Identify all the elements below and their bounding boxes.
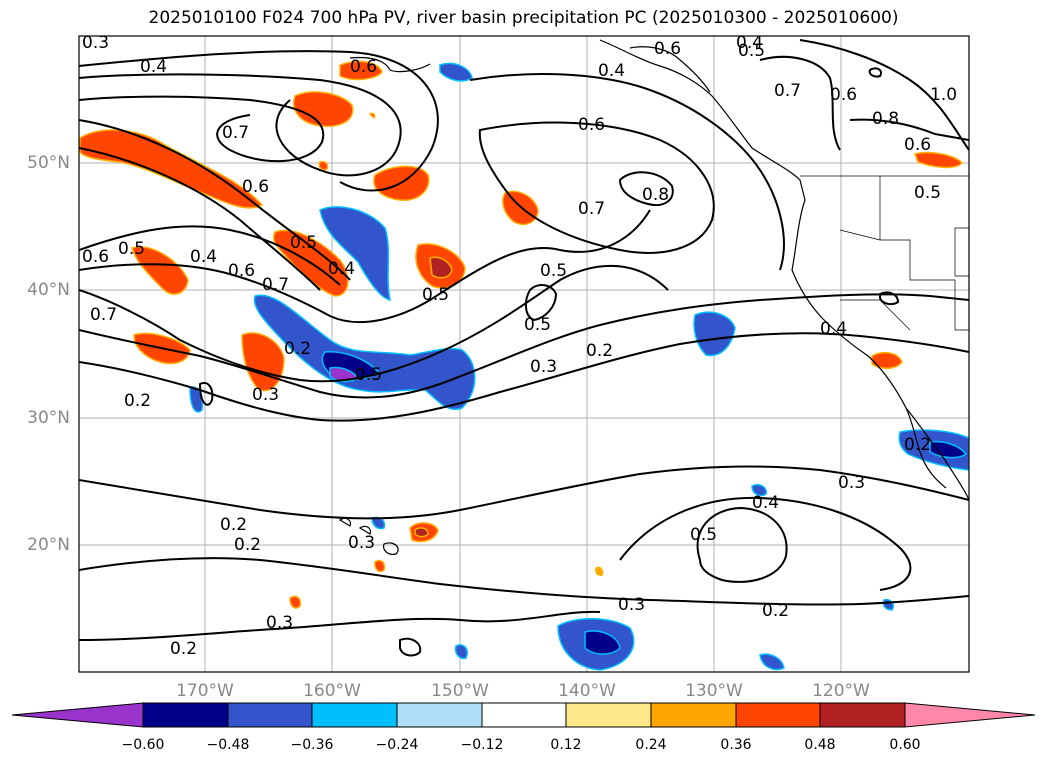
figure-title: 2025010100 F024 700 hPa PV, river basin … [148,8,899,28]
contour-label: 0.8 [642,185,669,205]
colorbar-tick: 0.24 [635,737,667,753]
lon-label-160w: 160°W [303,681,361,701]
colorbar-tick: 0.12 [550,737,582,753]
contour-label: 0.5 [690,525,717,545]
colorbar-tick: −0.24 [375,737,419,753]
contour-label: 0.6 [242,177,269,197]
contour-label: 0.6 [830,85,857,105]
contour-label: 0.2 [904,435,931,455]
colorbar-bin [819,702,906,728]
contour-label: 0.5 [118,239,145,259]
contour-label: 0.5 [422,285,449,305]
colorbar-tick: −0.12 [460,737,504,753]
contour-label: 0.3 [252,385,279,405]
contour-label: 0.3 [348,533,375,553]
lat-label-20n: 20°N [27,535,70,555]
contour-label: 0.3 [618,595,645,615]
contour-label: 0.5 [540,261,567,281]
lon-label-150w: 150°W [431,681,489,701]
contour-label: 0.6 [578,115,605,135]
contour-label: 0.4 [736,33,763,53]
pv-contours [79,39,969,657]
colorbar-bin [311,702,398,728]
map-frame [78,35,970,673]
contour-label: 0.7 [578,199,605,219]
positive-precip-shading [79,60,964,609]
contour-label: 0.4 [598,61,625,81]
contour-label: 0.6 [82,247,109,267]
colorbar-bin [565,702,652,728]
borders [800,175,969,331]
contour-label: 0.7 [774,81,801,101]
colorbar-tick: 0.60 [889,737,921,753]
colorbar-bin [396,702,483,728]
contour-label: 0.7 [262,275,289,295]
colorbar-tick: −0.36 [290,737,334,753]
colorbar [11,702,1036,728]
lat-label-40n: 40°N [27,280,70,300]
colorbar-tick: −0.60 [121,737,165,753]
contour-label: 0.5 [524,315,551,335]
contour-label: 0.7 [222,123,249,143]
colorbar-extension-min [11,702,144,728]
contour-label: 0.5 [290,233,317,253]
lon-label-170w: 170°W [176,681,234,701]
contour-label: 0.8 [872,109,899,129]
contour-label: 0.2 [234,535,261,555]
contour-label: 0.3 [838,473,865,493]
contour-label: 0.4 [820,319,847,339]
contour-label: 0.2 [220,515,247,535]
lon-label-120w: 120°W [812,681,870,701]
colorbar-bin [227,702,313,728]
contour-label: 0.2 [284,339,311,359]
contour-label: 0.6 [654,39,681,59]
contour-label: 0.5 [738,41,765,61]
contour-label: 0.2 [762,601,789,621]
lat-label-30n: 30°N [27,408,70,428]
contour-label: 0.3 [530,357,557,377]
contour-label: 0.3 [82,33,109,53]
colorbar-tick: 0.48 [804,737,836,753]
colorbar-bin [650,702,737,728]
contour-label: 0.6 [350,57,377,77]
contour-label: 0.5 [355,365,382,385]
contour-label: 0.2 [124,391,151,411]
coastlines [338,39,969,555]
contour-label: 0.4 [140,57,167,77]
lon-label-130w: 130°W [685,681,743,701]
contour-label: 0.6 [228,261,255,281]
contour-label: 0.5 [914,183,941,203]
contour-label: 0.2 [586,341,613,361]
contour-label: 0.7 [90,305,117,325]
lon-label-140w: 140°W [558,681,616,701]
contour-label: 0.4 [328,259,355,279]
negative-precip-shading [189,62,969,671]
colorbar-tick: 0.36 [720,737,752,753]
colorbar-bin [481,702,567,728]
colorbar-bin [735,702,821,728]
contour-label: 0.4 [752,493,779,513]
contour-label: 0.2 [170,639,197,659]
colorbar-extension-max [904,702,1036,728]
lat-label-50n: 50°N [27,153,70,173]
colorbar-tick: −0.48 [206,737,250,753]
contour-label: 0.4 [190,247,217,267]
contour-label: 1.0 [930,85,957,105]
contour-label: 0.3 [266,613,293,633]
contour-labels: 0.4 0.3 0.7 0.6 0.5 0.4 0.6 0.7 0.5 0.6 … [82,33,957,659]
colorbar-bin [142,702,229,728]
contour-label: 0.6 [904,135,931,155]
